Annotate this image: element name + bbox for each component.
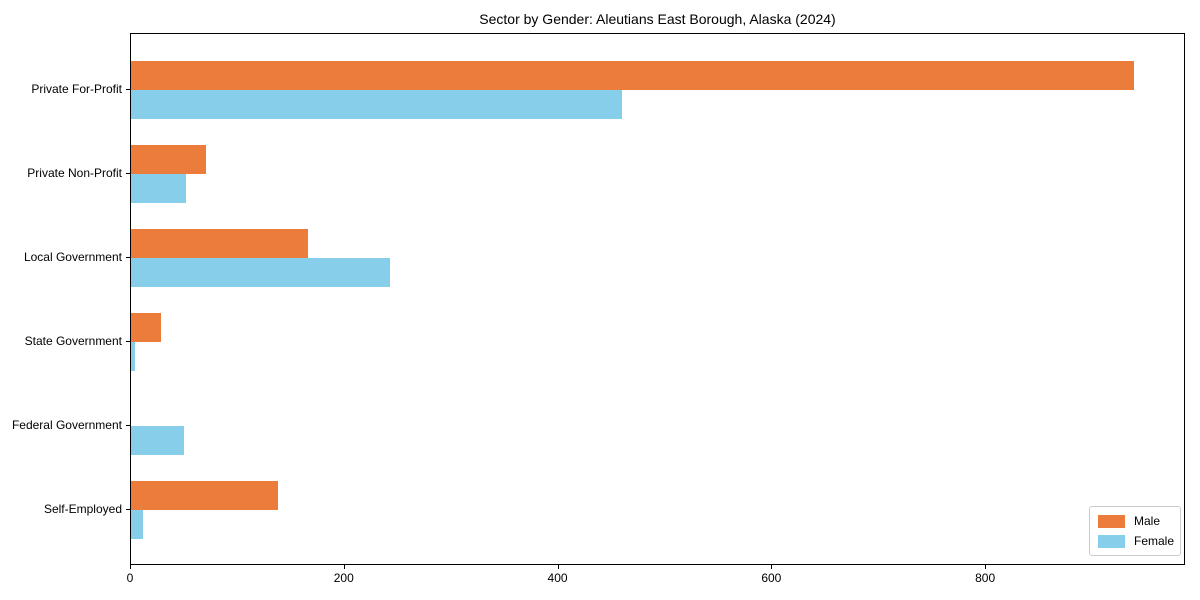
bar-female-private-for-profit bbox=[131, 90, 622, 120]
x-tick-mark-600 bbox=[771, 565, 773, 569]
bar-female-state-government bbox=[131, 342, 136, 372]
y-tick-mark-self-employed bbox=[126, 509, 130, 510]
y-tick-mark-federal-government bbox=[126, 425, 130, 426]
plot-area bbox=[130, 33, 1185, 565]
x-tick-mark-200 bbox=[343, 565, 345, 569]
y-tick-label-self-employed: Self-Employed bbox=[43, 502, 122, 516]
x-tick-mark-400 bbox=[557, 565, 559, 569]
bar-female-self-employed bbox=[131, 510, 143, 540]
y-tick-mark-state-government bbox=[126, 341, 130, 342]
x-tick-mark-0 bbox=[130, 565, 131, 569]
bar-female-federal-government bbox=[131, 426, 185, 456]
bar-male-local-government bbox=[131, 228, 309, 258]
bar-male-private-non-profit bbox=[131, 144, 206, 174]
bar-female-private-non-profit bbox=[131, 174, 187, 204]
legend-item-female: Female bbox=[1098, 533, 1175, 549]
y-tick-label-private-non-profit: Private Non-Profit bbox=[27, 166, 122, 180]
legend-swatch-female-icon bbox=[1098, 534, 1125, 548]
y-tick-mark-private-for-profit bbox=[126, 89, 130, 90]
y-tick-label-federal-government: Federal Government bbox=[11, 418, 122, 432]
x-tick-label-0: 0 bbox=[126, 571, 134, 585]
chart-title: Sector by Gender: Aleutians East Borough… bbox=[479, 11, 836, 27]
x-tick-label-200: 200 bbox=[333, 571, 354, 585]
y-tick-mark-local-government bbox=[126, 257, 130, 258]
y-tick-mark-private-non-profit bbox=[126, 173, 130, 174]
legend-swatch-male-icon bbox=[1098, 514, 1125, 528]
x-tick-label-600: 600 bbox=[761, 571, 782, 585]
x-tick-mark-800 bbox=[985, 565, 987, 569]
y-tick-label-state-government: State Government bbox=[24, 334, 122, 348]
x-tick-label-400: 400 bbox=[547, 571, 568, 585]
bar-female-local-government bbox=[131, 258, 391, 288]
x-tick-label-800: 800 bbox=[975, 571, 996, 585]
bar-male-private-for-profit bbox=[131, 60, 1134, 90]
legend: Male Female bbox=[1089, 506, 1181, 556]
y-tick-label-private-for-profit: Private For-Profit bbox=[31, 82, 122, 96]
bar-male-state-government bbox=[131, 312, 161, 342]
y-tick-label-local-government: Local Government bbox=[23, 250, 122, 264]
legend-label-female: Female bbox=[1134, 534, 1175, 548]
legend-item-male: Male bbox=[1098, 513, 1172, 529]
bar-male-self-employed bbox=[131, 480, 279, 510]
legend-label-male: Male bbox=[1134, 514, 1161, 528]
